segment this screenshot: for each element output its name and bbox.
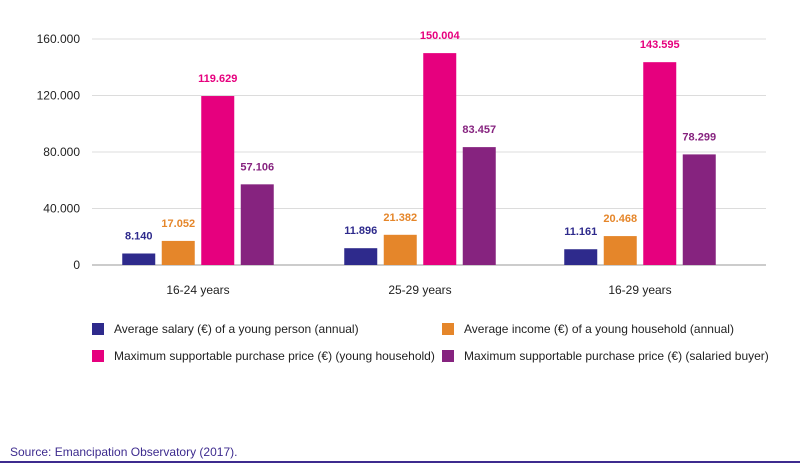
legend-label: Maximum supportable purchase price (€) (…	[464, 349, 769, 363]
data-label: 17.052	[161, 218, 195, 230]
bar	[682, 154, 716, 265]
y-tick-label: 120.000	[37, 89, 81, 103]
bar-chart: 0 40.000 80.000 120.000 160.000 8.140 17.052 11…	[37, 30, 766, 297]
bar	[564, 249, 598, 265]
bar	[383, 234, 417, 265]
bar	[201, 96, 235, 265]
data-label: 57.106	[240, 161, 274, 173]
data-label: 83.457	[462, 124, 496, 136]
y-tick-label: 80.000	[43, 145, 80, 159]
x-category-label: 16-24 years	[166, 283, 229, 297]
y-tick-label: 0	[73, 258, 80, 272]
bar	[603, 236, 637, 265]
data-label: 150.004	[420, 30, 461, 42]
data-label: 21.382	[383, 212, 417, 224]
bar	[240, 184, 274, 265]
legend-item-household-income: Average income (€) of a young household …	[442, 322, 734, 336]
bar	[122, 253, 156, 265]
legend-label: Average income (€) of a young household …	[464, 322, 734, 336]
legend-item-max-price-household: Maximum supportable purchase price (€) (…	[92, 349, 435, 363]
legend-item-salary: Average salary (€) of a young person (an…	[92, 322, 359, 336]
data-label: 119.629	[198, 73, 237, 85]
bottom-divider	[0, 461, 800, 463]
legend-swatch	[92, 323, 104, 335]
y-tick-label: 160.000	[37, 32, 81, 46]
legend-swatch	[442, 350, 454, 362]
data-label: 8.140	[125, 231, 153, 243]
bar	[643, 62, 677, 266]
legend-item-max-price-salaried: Maximum supportable purchase price (€) (…	[442, 349, 769, 363]
data-label: 11.896	[344, 225, 377, 237]
data-label: 78.299	[682, 131, 716, 143]
source-note: Source: Emancipation Observatory (2017).	[10, 445, 238, 459]
bar	[462, 147, 496, 265]
legend-swatch	[442, 323, 454, 335]
x-category-label: 25-29 years	[388, 283, 451, 297]
bar	[161, 240, 195, 265]
x-category-label: 16-29 years	[608, 283, 671, 297]
data-label: 20.468	[603, 213, 637, 225]
bar	[344, 248, 378, 265]
legend-label: Average salary (€) of a young person (an…	[114, 322, 359, 336]
data-label: 143.595	[640, 39, 680, 51]
bar	[423, 53, 457, 265]
legend-swatch	[92, 350, 104, 362]
y-tick-label: 40.000	[43, 202, 80, 216]
legend-label: Maximum supportable purchase price (€) (…	[114, 349, 435, 363]
data-label: 11.161	[564, 226, 597, 238]
